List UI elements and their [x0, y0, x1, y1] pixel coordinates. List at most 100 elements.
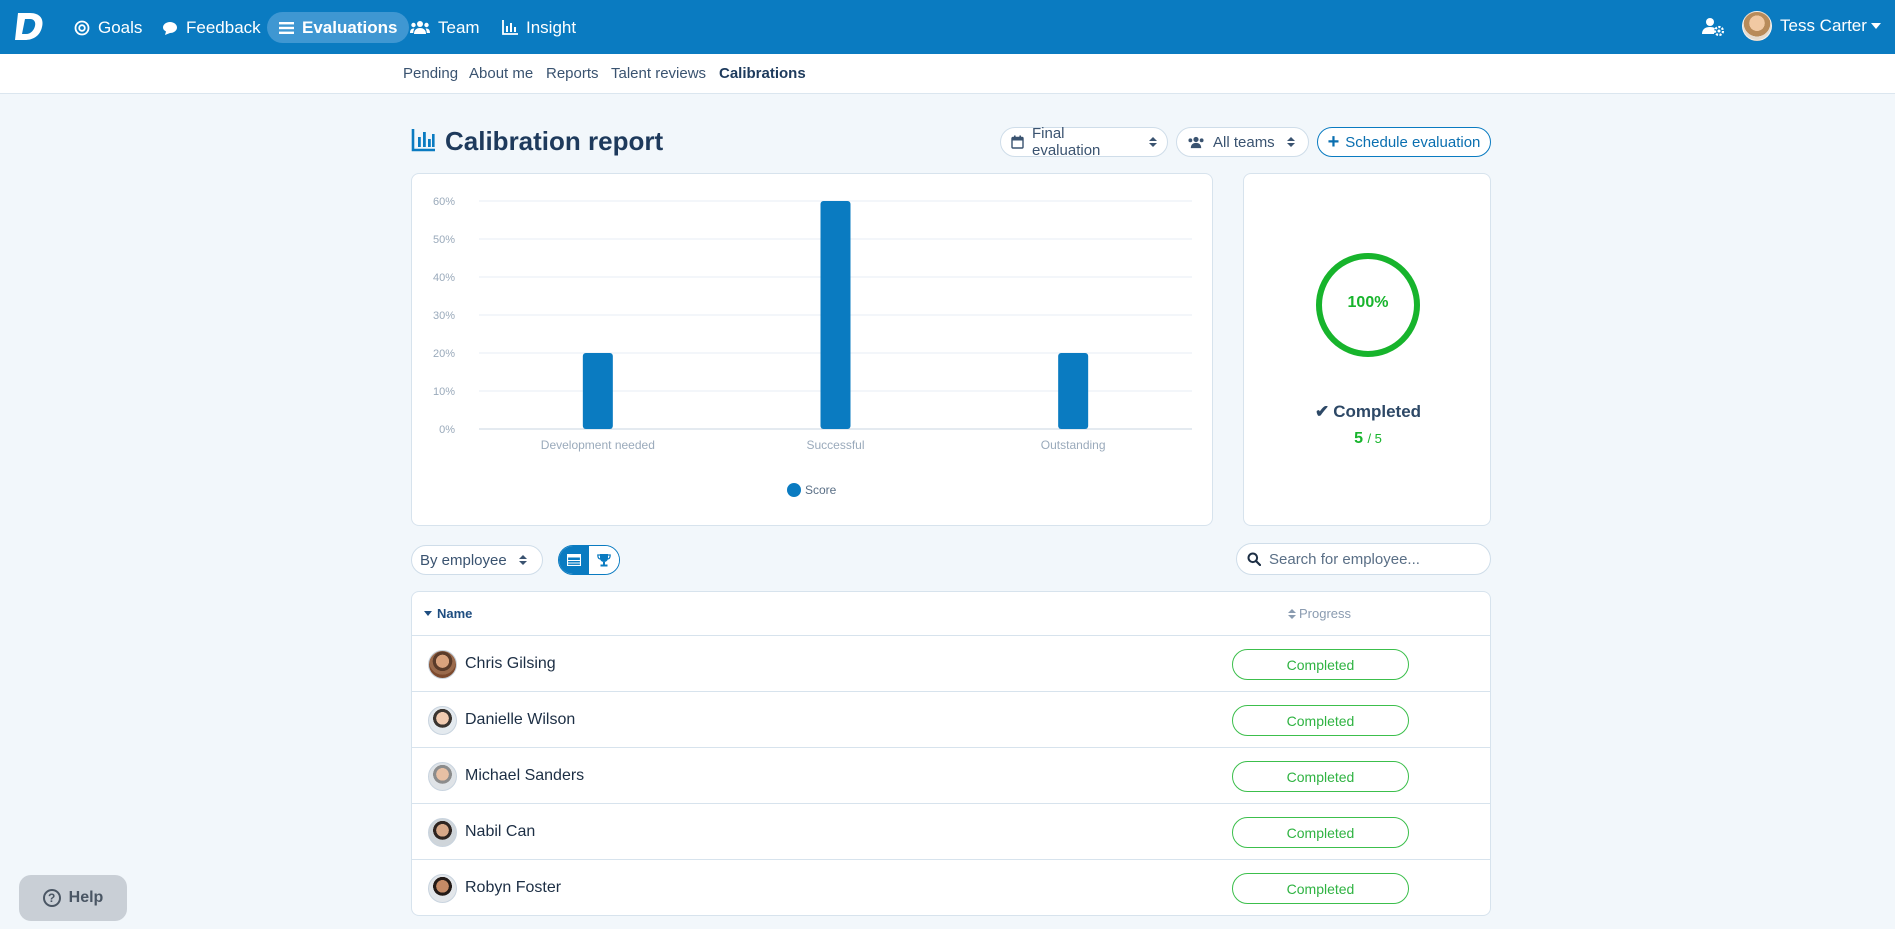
legend-swatch: [787, 483, 801, 497]
y-tick-label: 60%: [433, 196, 455, 208]
employee-name[interactable]: Chris Gilsing: [465, 655, 556, 672]
progress-ring: [1316, 253, 1420, 357]
employee-name[interactable]: Robyn Foster: [465, 879, 562, 896]
sort-icon: [1149, 137, 1157, 147]
status-badge: Completed: [1232, 817, 1409, 848]
progress-percent: 100%: [1347, 294, 1389, 311]
avatar: [428, 650, 457, 679]
nav-team[interactable]: Team: [398, 12, 492, 43]
status-badge: Completed: [1232, 761, 1409, 792]
table-icon: [567, 554, 581, 566]
nav-insight-label: Insight: [526, 17, 577, 37]
status-badge: Completed: [1232, 649, 1409, 680]
schedule-evaluation-button[interactable]: + Schedule evaluation: [1317, 127, 1491, 157]
subnav-talent-reviews[interactable]: Talent reviews: [611, 65, 707, 82]
users-icon: [1187, 136, 1205, 149]
search-input[interactable]: [1269, 550, 1469, 568]
subnav-about-me[interactable]: About me: [469, 65, 534, 82]
x-tick-label: Outstanding: [1041, 438, 1106, 452]
evaluation-select-value: Final evaluation: [1032, 125, 1101, 159]
target-icon: [74, 20, 90, 36]
completed-status: ✔ Completed: [1244, 402, 1492, 422]
completed-done: 5: [1354, 430, 1363, 447]
table-row[interactable]: Nabil Can Completed: [412, 804, 1490, 860]
nav-evaluations-label: Evaluations: [302, 17, 398, 37]
employee-name[interactable]: Michael Sanders: [465, 767, 585, 784]
ranking-view-button[interactable]: [589, 546, 619, 574]
teams-select[interactable]: All teams: [1176, 127, 1309, 157]
column-header-progress-label: Progress: [1299, 606, 1352, 621]
completed-status-label: Completed: [1333, 402, 1422, 421]
column-header-progress[interactable]: Progress: [1288, 606, 1351, 621]
nav-evaluations[interactable]: Evaluations: [267, 12, 410, 43]
column-header-name[interactable]: Name: [424, 606, 472, 621]
chevron-down-icon: [1870, 23, 1881, 29]
avatar: [1742, 11, 1772, 41]
y-tick-label: 10%: [433, 386, 455, 398]
user-name: Tess Carter: [1780, 16, 1867, 35]
list-icon: [279, 21, 294, 35]
group-by-value: By employee: [420, 551, 507, 569]
app-logo[interactable]: [13, 9, 47, 43]
table-row[interactable]: Chris Gilsing Completed: [412, 636, 1490, 692]
bar-chart: 0% 10% 20% 30% 40% 50% 60% Development needed Su…: [433, 196, 1192, 497]
table-row[interactable]: Robyn Foster Completed: [412, 860, 1490, 915]
bar: [820, 201, 851, 429]
legend-label: Score: [805, 483, 837, 497]
question-icon: ?: [42, 889, 61, 907]
y-tick-label: 30%: [433, 310, 455, 322]
subnav-reports[interactable]: Reports: [546, 65, 599, 82]
score-distribution-chart: 0% 10% 20% 30% 40% 50% 60% Development needed Su…: [411, 173, 1213, 526]
nav-goals[interactable]: Goals: [62, 12, 154, 43]
completion-progress-card: 100% ✔ Completed 5 / 5: [1243, 173, 1491, 526]
status-badge: Completed: [1232, 705, 1409, 736]
column-header-name-label: Name: [437, 606, 473, 621]
check-icon: ✔: [1314, 402, 1330, 421]
group-by-select[interactable]: By employee: [411, 545, 543, 575]
chart-icon: [502, 20, 518, 35]
help-label: Help: [68, 889, 104, 906]
avatar: [428, 762, 457, 791]
sort-desc-icon: [424, 611, 432, 616]
subnav-calibrations[interactable]: Calibrations: [719, 65, 806, 82]
evaluation-select[interactable]: Final evaluation: [1000, 125, 1168, 159]
subnav-pending[interactable]: Pending: [403, 65, 459, 82]
users-icon: [410, 20, 430, 35]
sort-icon: [1286, 137, 1295, 147]
page-title: Calibration report: [445, 126, 664, 156]
table-header: Name Progress: [412, 592, 1490, 636]
bar: [582, 353, 613, 429]
plus-icon: +: [1327, 131, 1340, 153]
user-settings-icon[interactable]: [1701, 14, 1725, 38]
top-navigation-bar: Goals Feedback Evaluations Team Insight …: [0, 0, 1895, 54]
table-row[interactable]: Michael Sanders Completed: [412, 748, 1490, 804]
avatar: [428, 818, 457, 847]
bar: [1058, 353, 1089, 429]
user-menu[interactable]: Tess Carter: [1742, 11, 1881, 41]
avatar: [428, 874, 457, 903]
y-tick-label: 40%: [433, 272, 455, 284]
table-view-button[interactable]: [559, 546, 589, 574]
sub-navigation: Pending About me Reports Talent reviews …: [0, 54, 1895, 94]
status-badge: Completed: [1232, 873, 1409, 904]
avatar: [428, 706, 457, 735]
y-tick-label: 50%: [433, 234, 455, 246]
schedule-evaluation-label: Schedule evaluation: [1345, 133, 1481, 151]
sort-icon: [518, 555, 527, 565]
nav-team-label: Team: [438, 17, 480, 37]
nav-feedback[interactable]: Feedback: [150, 12, 273, 43]
search-icon: [1247, 552, 1261, 566]
bar-chart-icon: [411, 129, 435, 152]
employee-name[interactable]: Danielle Wilson: [465, 711, 576, 728]
employee-name[interactable]: Nabil Can: [465, 823, 536, 840]
help-button[interactable]: ? Help: [19, 875, 127, 921]
teams-select-value: All teams: [1213, 133, 1275, 151]
nav-goals-label: Goals: [98, 17, 143, 37]
x-tick-label: Successful: [806, 438, 864, 452]
completed-total: / 5: [1367, 431, 1382, 446]
chat-icon: [162, 20, 178, 36]
table-row[interactable]: Danielle Wilson Completed: [412, 692, 1490, 748]
trophy-icon: [597, 554, 611, 567]
employee-search: [1236, 543, 1491, 575]
nav-insight[interactable]: Insight: [490, 12, 588, 43]
